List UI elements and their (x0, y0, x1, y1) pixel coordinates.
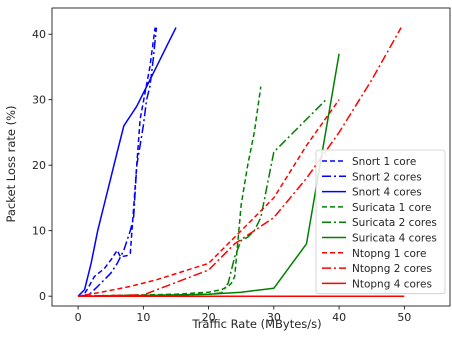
y-tick-label: 0 (39, 290, 46, 303)
legend-label: Snort 2 cores (352, 171, 422, 183)
axes-layer: 0 10 20 30 40 50 0 10 20 30 40 (32, 7, 451, 324)
x-tick-label: 50 (397, 311, 411, 324)
legend-label: Suricata 2 cores (352, 217, 437, 229)
legend-label: Suricata 4 cores (352, 233, 437, 245)
y-axis-title: Packet Loss rate (%) (4, 105, 18, 222)
y-tick-label: 40 (32, 28, 46, 41)
legend-box (315, 149, 446, 295)
y-tick-label: 30 (32, 94, 46, 107)
x-tick-label: 20 (202, 311, 216, 324)
x-tick-label: 10 (136, 311, 150, 324)
x-axis-title: Traffic Rate (MBytes/s) (191, 317, 321, 331)
legend-label: Ntopng 1 core (352, 248, 426, 260)
legend-label: Ntopng 4 cores (352, 278, 432, 290)
y-tick-label: 20 (32, 159, 46, 172)
legend-label: Snort 1 core (352, 156, 416, 168)
series-line-1 (77, 27, 156, 297)
legend: Snort 1 core Snort 2 cores Snort 4 cores Su… (315, 149, 446, 295)
series-line-8 (78, 27, 402, 297)
series-line-7 (77, 99, 340, 297)
x-tick-label: 40 (332, 311, 346, 324)
series-line-3 (77, 27, 177, 297)
series-layer (77, 27, 405, 297)
legend-label: Snort 4 cores (352, 187, 422, 199)
x-tick-label: 0 (75, 311, 82, 324)
legend-label: Ntopng 2 cores (352, 263, 432, 275)
x-tick-label: 30 (267, 311, 281, 324)
series-line-2 (78, 27, 158, 297)
series-line-6 (78, 53, 340, 297)
y-tick-label: 10 (32, 225, 46, 238)
plot-frame (51, 7, 451, 307)
legend-label: Suricata 1 core (352, 202, 431, 214)
